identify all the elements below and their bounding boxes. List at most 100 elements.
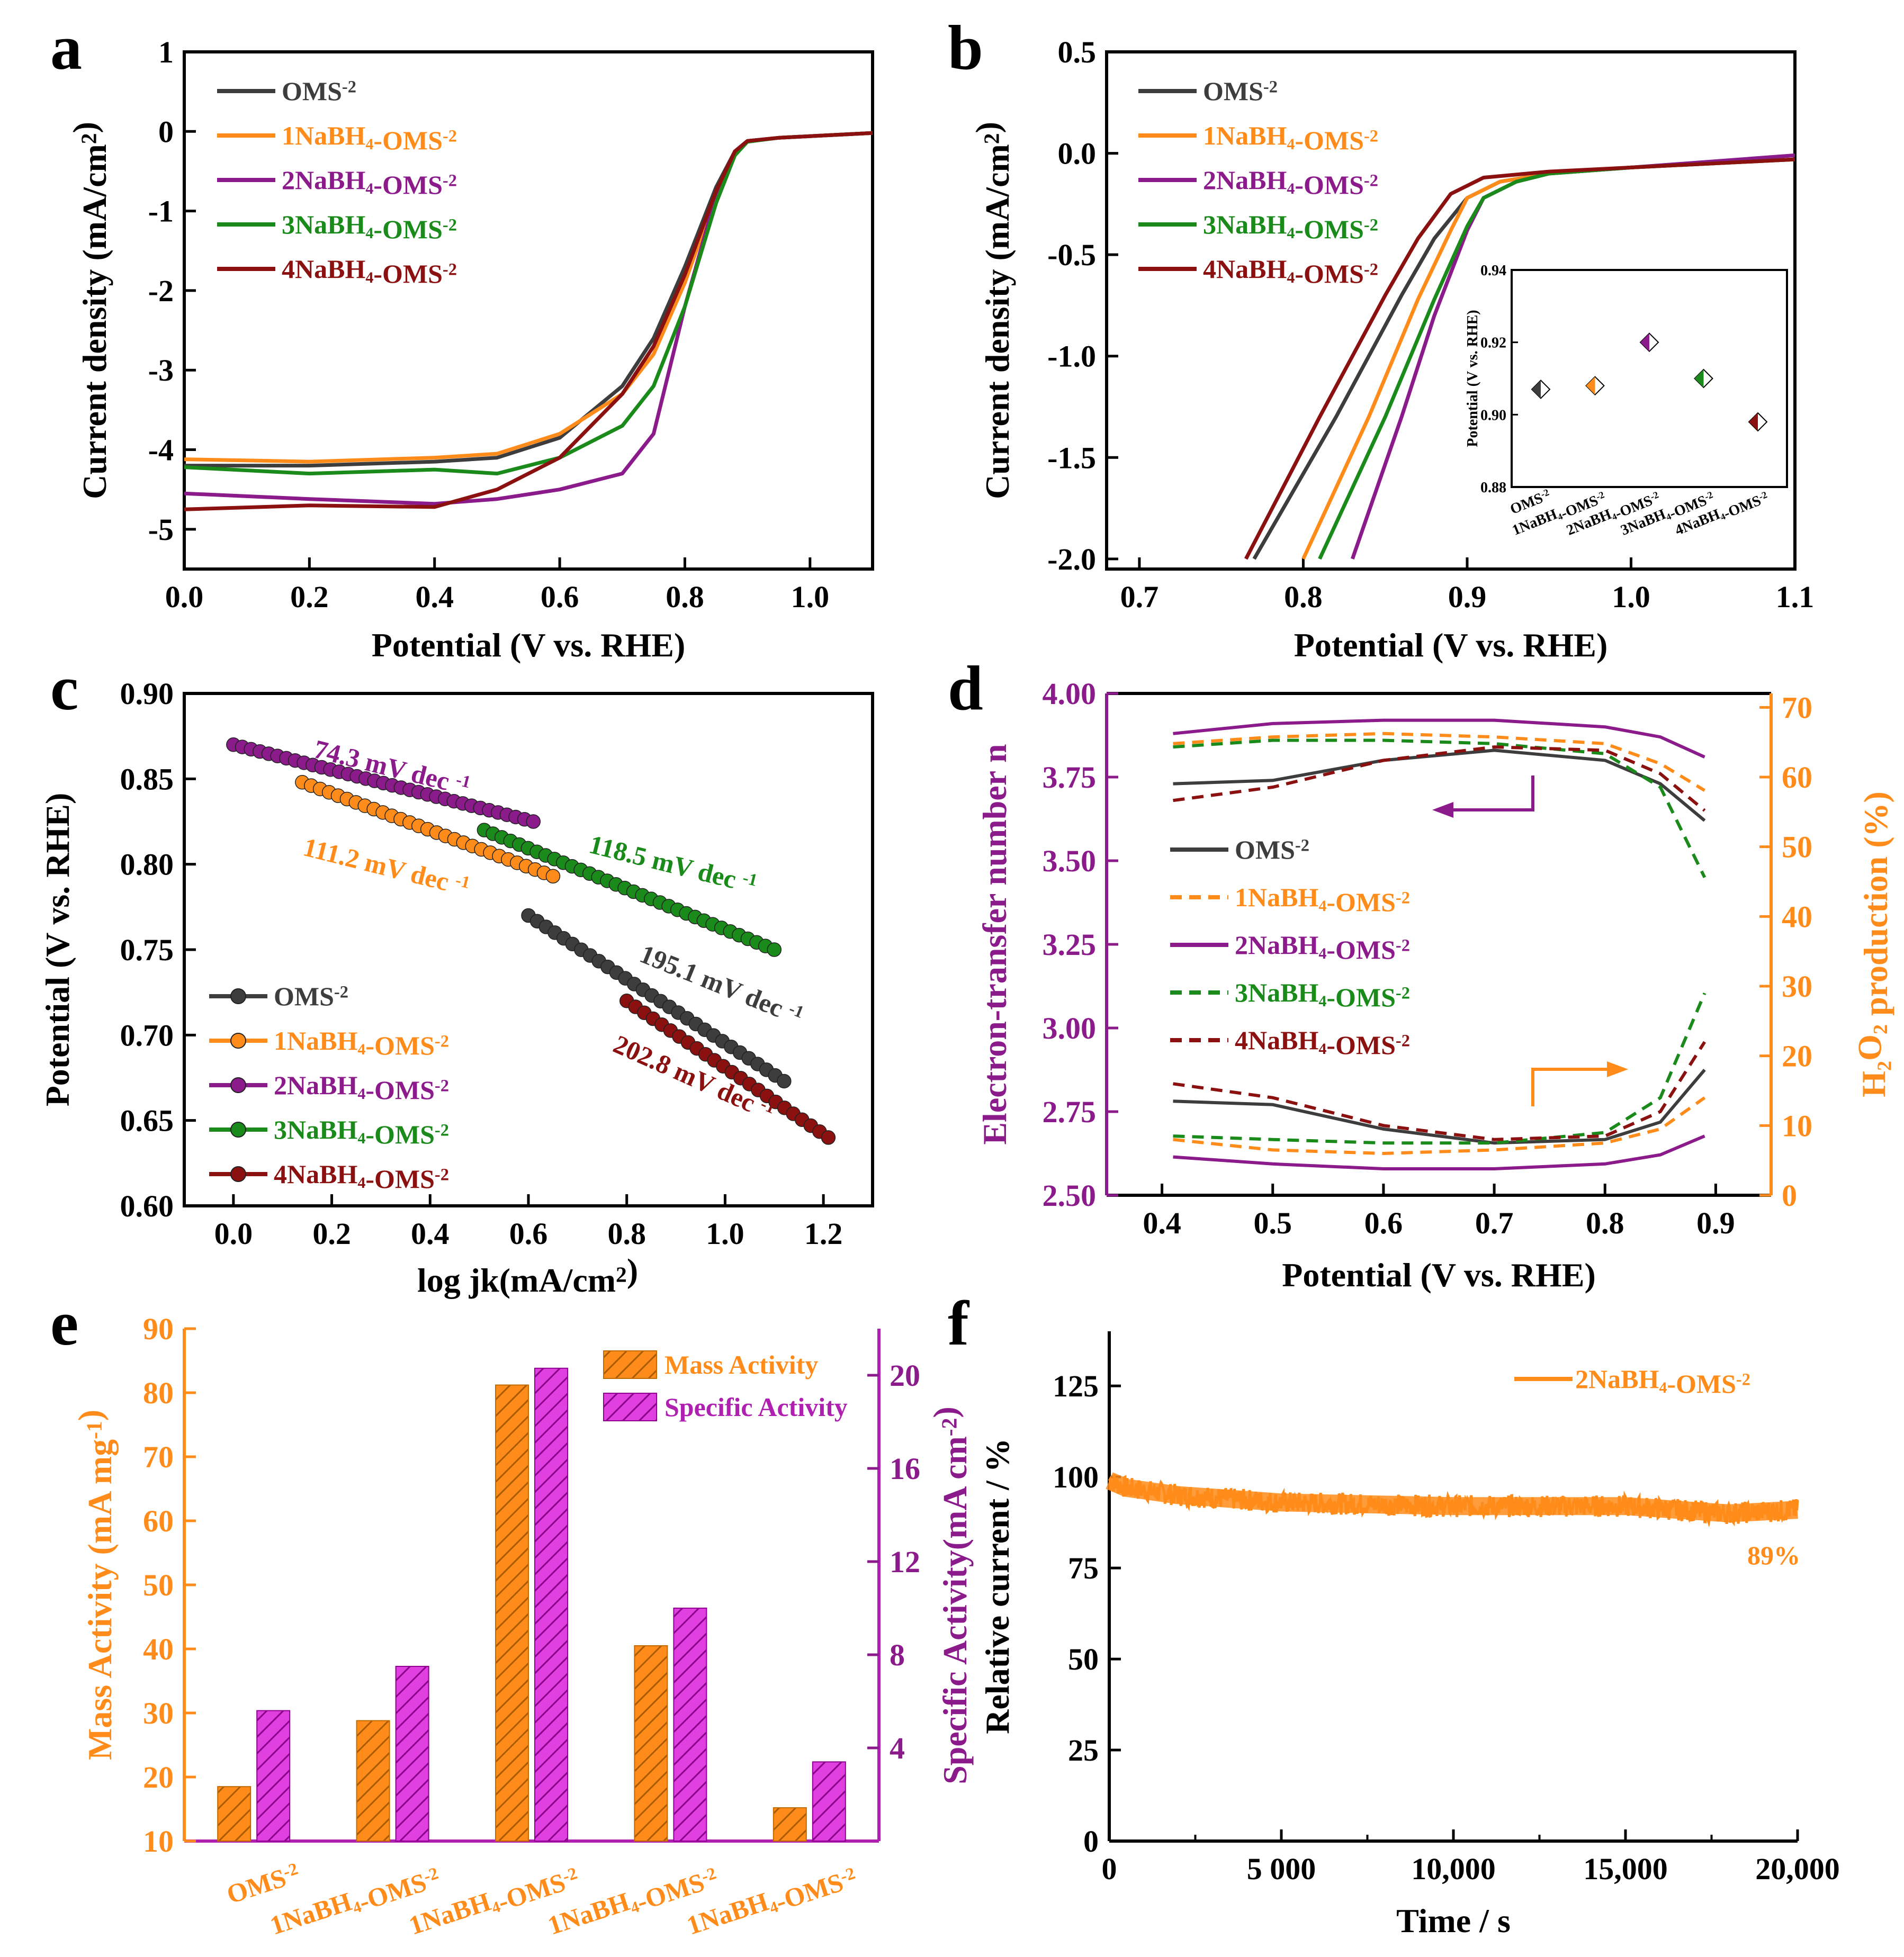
x-axis-label: Time / s xyxy=(1396,1902,1511,1940)
x-tick-label: 1.0 xyxy=(706,1216,744,1251)
x-tick-label: 1.2 xyxy=(804,1216,843,1251)
legend-label: 4NaBH4-OMS-2 xyxy=(274,1159,449,1194)
slope-label: 195.1 mV dec -1 xyxy=(636,939,807,1031)
y-axis-label: Current density (mA/cm2) xyxy=(66,122,113,499)
y-tick-label: 3.75 xyxy=(1043,760,1097,795)
y-tick-label: 0.90 xyxy=(120,677,174,711)
legend-label: 2NaBH4-OMS-2 xyxy=(1203,165,1378,200)
y-tick-label: 25 xyxy=(1068,1733,1099,1767)
x-tick-label: 0.8 xyxy=(607,1216,646,1251)
panel-c: 0.0 0.2 0.4 0.6 0.8 1.0 1.2 0.90 0.85 0.80 0.75 0.7… xyxy=(39,677,874,1299)
y-axis-label-left: Electron-transfer number n xyxy=(976,744,1013,1144)
diamond-half xyxy=(1640,333,1649,351)
panel-f: 0 5 000 10,000 15,000 20,000 125 100 75 50 25 0 2Na… xyxy=(978,1331,1840,1940)
y-tick-label: 0.70 xyxy=(120,1018,174,1052)
y-tick-label: 100 xyxy=(1053,1460,1099,1494)
x-axis-label: Potential (V vs. RHE) xyxy=(1294,626,1608,664)
x-tick-label: 0.8 xyxy=(1284,580,1323,614)
n-line xyxy=(1173,738,1707,878)
y-tick-label: 3.25 xyxy=(1043,927,1097,962)
y-tick-label: 0 xyxy=(1782,1178,1797,1213)
data-point xyxy=(821,1130,836,1145)
h2o2-line xyxy=(1173,1041,1707,1141)
x-tick-label: 1.0 xyxy=(1612,580,1650,614)
inset-y-tick-label: 0.88 xyxy=(1480,480,1506,496)
legend-label: 1NaBH4-OMS-2 xyxy=(274,1026,449,1060)
right-arrowhead xyxy=(1607,1061,1628,1077)
legend-label-mass: Mass Activity xyxy=(664,1350,818,1379)
y-tick-label: 0.65 xyxy=(120,1104,174,1138)
legend-label: 3NaBH4-OMS-2 xyxy=(282,210,457,244)
x-tick-label: 1.0 xyxy=(791,580,830,614)
x-tick-label: 0.8 xyxy=(666,580,704,614)
legend-marker xyxy=(230,1033,246,1049)
y-axis-label: Relative current / % xyxy=(978,1438,1016,1734)
y-tick-label: 10 xyxy=(1782,1108,1812,1143)
x-tick-label: 0.9 xyxy=(1448,580,1487,614)
legend-label: 3NaBH4-OMS-2 xyxy=(1203,210,1378,244)
y-tick-label: 3.00 xyxy=(1043,1011,1097,1045)
inset-diamond xyxy=(1531,380,1551,399)
diamond-half xyxy=(1586,376,1595,395)
y-tick-label: 20 xyxy=(1782,1039,1812,1074)
y-tick-label: 80 xyxy=(143,1376,174,1410)
series-markers xyxy=(521,908,792,1089)
y-axis-label-right: H2O2 production (%) xyxy=(1851,791,1896,1097)
legend-marker xyxy=(230,1122,246,1138)
legend-swatch-mass xyxy=(603,1350,657,1379)
y-tick-label: 70 xyxy=(143,1440,174,1474)
bar-specific xyxy=(812,1761,846,1842)
y-tick-label: 0.75 xyxy=(120,933,174,967)
panel-d: 0.4 0.5 0.6 0.7 0.8 0.9 4.00 3.75 3.50 3.25 3.00 2.… xyxy=(976,677,1896,1294)
n-line xyxy=(1173,718,1705,759)
y-tick-label: 3.50 xyxy=(1043,844,1097,878)
legend-marker xyxy=(230,1166,246,1182)
y-tick-label: -2 xyxy=(148,274,174,308)
diamond-half xyxy=(1749,413,1758,431)
legend-label: 3NaBH4-OMS-2 xyxy=(274,1115,449,1149)
x-tick-label: 0.0 xyxy=(214,1216,253,1251)
x-tick-label: 1.1 xyxy=(1776,580,1815,614)
y-tick-label: 50 xyxy=(1782,830,1812,864)
x-tick-label: 5 000 xyxy=(1247,1852,1316,1886)
annotation-89: 89% xyxy=(1747,1540,1800,1570)
series-markers xyxy=(477,823,782,957)
y-tick-label: 0.5 xyxy=(1058,35,1097,69)
legend-label-spec: Specific Activity xyxy=(664,1392,848,1422)
inset-diamond xyxy=(1748,412,1768,432)
series-line xyxy=(1244,157,1795,560)
y-tick-label: 12 xyxy=(890,1545,920,1579)
bar-mass xyxy=(356,1720,390,1842)
h2o2-line xyxy=(1173,1096,1706,1156)
y-tick-label: -2.0 xyxy=(1047,542,1096,576)
x-tick-label: 0.8 xyxy=(1586,1206,1624,1240)
legend-label: 2NaBH4-OMS-2 xyxy=(282,165,457,200)
left-arrowhead xyxy=(1432,802,1453,818)
panel-letter-e: e xyxy=(50,1288,78,1358)
y-tick-label: 70 xyxy=(1782,690,1812,725)
x-tick-label: 0.4 xyxy=(415,580,454,614)
x-tick-label: 0.5 xyxy=(1254,1206,1292,1240)
h2o2-line xyxy=(1173,993,1707,1145)
x-tick-label: 0.7 xyxy=(1475,1206,1514,1240)
inset-diamond xyxy=(1694,368,1713,389)
y-tick-label: 30 xyxy=(143,1696,174,1730)
bar-mass xyxy=(217,1786,252,1842)
n-line xyxy=(1173,745,1706,812)
y-tick-label: 50 xyxy=(1068,1642,1099,1676)
inset-diamond xyxy=(1585,376,1605,396)
legend-label: OMS-2 xyxy=(1203,76,1278,106)
x-tick-label: 0.6 xyxy=(541,580,579,614)
series-band xyxy=(1106,1472,1798,1522)
bar-specific xyxy=(534,1367,568,1842)
y-tick-label: 0 xyxy=(158,114,174,149)
y-axis-label-right: Specific Activity(mA cm-2) xyxy=(926,1406,974,1784)
y-tick-label: 20 xyxy=(143,1760,174,1794)
y-tick-label: 2.50 xyxy=(1043,1178,1097,1213)
x-tick-label: 0.4 xyxy=(411,1216,450,1251)
legend-label: 2NaBH4-OMS-2 xyxy=(1235,930,1410,964)
y-axis-label-left: Mass Activity (mA mg-1) xyxy=(71,1410,119,1760)
panel-letter-a: a xyxy=(50,12,82,83)
y-tick-label: -1 xyxy=(148,194,174,229)
